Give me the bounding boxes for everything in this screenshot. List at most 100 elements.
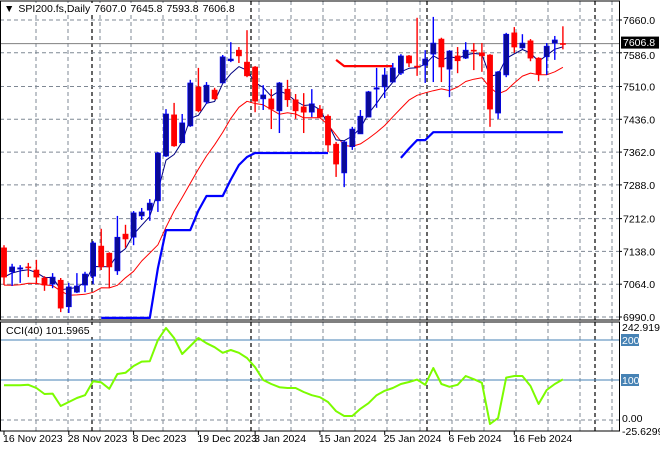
- candle-body: [316, 108, 323, 118]
- candle-body: [187, 82, 194, 127]
- candle-body: [33, 269, 40, 278]
- candle: [503, 32, 510, 78]
- date-label: 16 Feb 2024: [513, 433, 572, 445]
- candle-body: [82, 273, 88, 286]
- cci-levels: [0, 339, 619, 421]
- candle: [98, 228, 105, 271]
- candle: [211, 87, 218, 100]
- candle: [325, 114, 331, 153]
- candle: [41, 276, 48, 291]
- cci-max-label: 242.9194: [622, 322, 660, 334]
- candle-body: [9, 266, 15, 273]
- candle-body: [260, 94, 267, 100]
- candle-body: [397, 55, 404, 74]
- candle-body: [171, 114, 177, 147]
- candle: [244, 30, 250, 78]
- date-label: 25 Jan 2024: [384, 433, 442, 445]
- price-tick-label: 7138.0: [623, 246, 655, 258]
- candle: [114, 215, 121, 275]
- candle-body: [373, 87, 380, 90]
- candle: [260, 85, 267, 110]
- cci-level-100-label: 100: [622, 375, 640, 387]
- candle: [163, 109, 169, 157]
- candle-body: [430, 42, 437, 55]
- panel-frames: [0, 0, 620, 432]
- grid: [0, 1, 619, 431]
- candle-body: [300, 106, 307, 113]
- candle-body: [130, 212, 137, 238]
- cci-line: [4, 327, 564, 425]
- candle-body: [219, 56, 226, 84]
- candle: [511, 27, 518, 53]
- dropdown-arrow-icon[interactable]: ▼: [4, 3, 15, 15]
- candle-body: [163, 113, 169, 157]
- candle: [333, 141, 339, 177]
- candle-body: [535, 57, 542, 75]
- date-label: 6 Feb 2024: [449, 433, 502, 445]
- candle: [430, 16, 437, 83]
- candle-body: [284, 88, 291, 101]
- current-price-label: 7606.8: [623, 37, 655, 49]
- candle: [487, 54, 493, 127]
- candle-body: [478, 52, 485, 57]
- candle: [373, 67, 380, 108]
- candle-body: [98, 245, 105, 268]
- candle: [316, 105, 323, 118]
- support-stop-line: [101, 151, 328, 319]
- candle-body: [1, 247, 7, 278]
- candle: [406, 55, 412, 67]
- candle: [122, 224, 129, 248]
- candle: [341, 141, 348, 188]
- candle-body: [325, 115, 331, 146]
- cci-panel-frame: [0, 321, 620, 432]
- current-price-badge: [621, 36, 659, 49]
- candle: [49, 273, 56, 289]
- candle: [349, 126, 356, 150]
- cci-name: CCI(40): [6, 325, 43, 337]
- candle: [33, 259, 40, 285]
- candle: [25, 262, 32, 278]
- candle-body: [57, 279, 64, 309]
- symbol-label: SPI200.fs,Daily: [18, 3, 91, 15]
- fast-moving-average-line: [3, 46, 564, 291]
- candle-body: [268, 98, 275, 110]
- candle: [446, 50, 453, 98]
- price-tick-label: 7436.0: [623, 114, 655, 126]
- candle-body: [381, 74, 388, 88]
- candle-body: [25, 266, 32, 269]
- candle: [381, 67, 388, 99]
- candle: [357, 109, 364, 135]
- candle: [276, 82, 283, 134]
- open-value: 7607.0: [94, 3, 127, 15]
- candle-body: [349, 128, 356, 148]
- candle: [106, 252, 113, 289]
- candle: [9, 263, 15, 286]
- candle-body: [365, 91, 372, 118]
- candle-body: [236, 49, 242, 57]
- candle-body: [155, 152, 161, 202]
- high-value: 7645.8: [130, 3, 163, 15]
- candle: [308, 89, 315, 118]
- candle-body: [527, 40, 534, 59]
- candle: [397, 54, 404, 75]
- candle-body: [414, 65, 420, 68]
- candle-body: [49, 276, 56, 285]
- candle-body: [138, 211, 145, 217]
- candle-body: [292, 99, 299, 112]
- candle-body: [65, 286, 72, 308]
- price-tick-label: 7586.0: [623, 50, 655, 62]
- candle-body: [122, 233, 129, 240]
- candle: [284, 79, 291, 107]
- support-stop-line: [400, 131, 563, 159]
- candle-body: [487, 54, 493, 110]
- candle-body: [422, 58, 429, 66]
- cci-zero-label: 0.00: [622, 413, 643, 425]
- candles: [1, 16, 566, 314]
- candle: [495, 70, 501, 119]
- candle: [300, 93, 307, 134]
- candle: [462, 42, 469, 60]
- cci-level-200-badge: [621, 334, 639, 346]
- candle: [543, 43, 550, 75]
- candle-body: [17, 267, 24, 270]
